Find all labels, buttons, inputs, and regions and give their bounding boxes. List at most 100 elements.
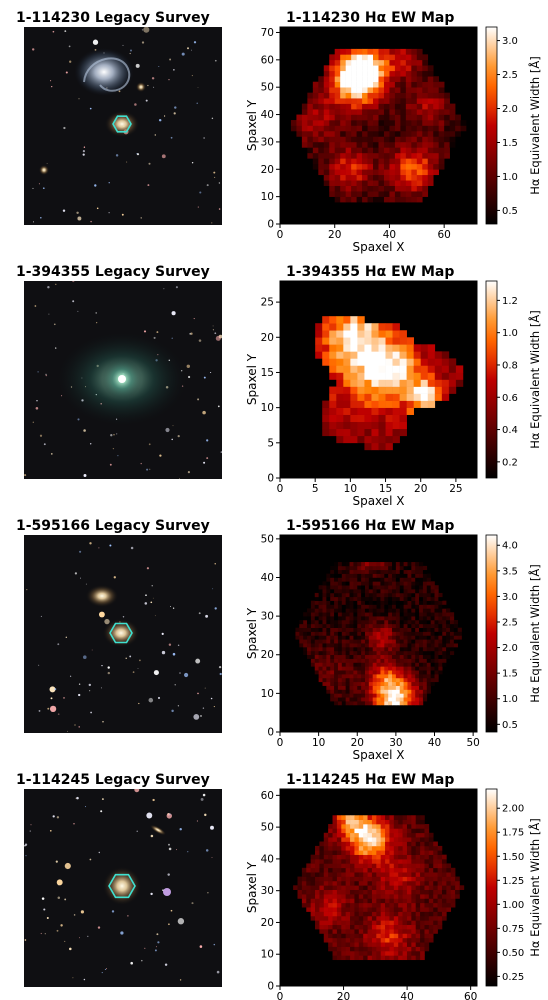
heatmap-cell [399, 674, 404, 679]
heatmap-cell [343, 344, 351, 352]
heatmap-cell [426, 616, 431, 621]
heatmap-cell [399, 577, 404, 582]
heatmap-cell [405, 114, 412, 121]
heatmap-cell [430, 619, 435, 625]
heatmap-cell [357, 581, 362, 586]
heatmap-cell [332, 845, 338, 851]
heatmap-cell [330, 569, 335, 574]
heatmap-cell [444, 114, 450, 121]
heatmap-cell [392, 697, 397, 702]
heatmap-cell [312, 136, 319, 143]
heatmap-cell [384, 662, 389, 667]
heatmap-cell [363, 889, 368, 895]
heatmap-cell [336, 841, 342, 847]
heatmap-cell [457, 635, 462, 640]
heatmap-cell [407, 677, 412, 683]
heatmap-cell [389, 163, 396, 170]
heatmap-cell [380, 915, 386, 921]
heatmap-cell [328, 837, 333, 842]
star-dot [53, 323, 56, 326]
heatmap-cell [385, 841, 390, 847]
heatmap-cell [389, 832, 395, 838]
heatmap-cell [416, 185, 423, 192]
heatmap-cell [328, 937, 333, 943]
heatmap-cell [329, 323, 337, 331]
star-dot [111, 910, 115, 913]
heatmap-cell [318, 136, 325, 143]
heatmap-cell [437, 924, 443, 930]
heatmap-cell [415, 828, 421, 834]
heatmap-cell [406, 933, 412, 939]
star-dot [41, 897, 45, 900]
heatmap-cell [389, 180, 396, 186]
heatmap-cell [334, 689, 339, 694]
heatmap-cell [326, 596, 331, 601]
heatmap-cell [449, 643, 455, 648]
star-dot [216, 970, 220, 974]
heatmap-cell [419, 689, 424, 694]
heatmap-cell [420, 876, 425, 882]
heatmap-cell [405, 180, 412, 186]
heatmap-cell [310, 654, 316, 659]
heatmap-cell [380, 677, 385, 683]
heatmap-cell [424, 880, 430, 886]
heatmap-cell [345, 592, 350, 598]
heatmap-cell [364, 386, 372, 394]
y-tick-label: 0 [267, 727, 274, 739]
heatmap-cell [398, 867, 403, 873]
x-tick-label: 0 [277, 737, 284, 749]
heatmap-cell [361, 577, 366, 582]
heatmap-cell [318, 674, 323, 679]
heatmap-cell [393, 854, 399, 860]
heatmap-cell [394, 125, 401, 132]
heatmap-cell [415, 650, 420, 656]
heatmap-cell [345, 619, 350, 625]
heatmap-cell [337, 650, 343, 656]
heatmap-cell [400, 152, 407, 159]
heatmap-cell [332, 880, 338, 886]
heatmap-cell [340, 92, 346, 99]
heatmap-cell [385, 937, 390, 943]
heatmap-cell [361, 616, 366, 621]
heatmap-cell [364, 654, 370, 659]
heatmap-cell [424, 859, 430, 864]
heatmap-cell [407, 604, 412, 609]
heatmap-cell [350, 344, 358, 352]
heatmap-cell [323, 898, 329, 904]
heatmap-cell [388, 670, 393, 675]
heatmap-cell [384, 589, 389, 594]
star-dot [148, 162, 151, 165]
heatmap-cell [420, 955, 425, 961]
heatmap-cell [357, 365, 365, 373]
heatmap-cell [328, 828, 333, 834]
heatmap-cell [323, 863, 329, 869]
heatmap-cell [380, 592, 385, 598]
heatmap-cell [402, 902, 408, 908]
heatmap-cell [337, 627, 343, 632]
heatmap-cell [310, 880, 316, 886]
heatmap-cell [328, 933, 333, 939]
heatmap-cell [419, 592, 424, 598]
heatmap-cell [322, 414, 330, 423]
heatmap-cell [345, 147, 352, 154]
heatmap-cell [419, 658, 424, 663]
heatmap-cell [371, 872, 377, 877]
heatmap-cell [353, 654, 358, 659]
heatmap-cell [438, 619, 443, 625]
heatmap-cell [345, 662, 350, 667]
heatmap-cell [367, 87, 374, 93]
heatmap-cell [358, 942, 364, 947]
heatmap-cell [380, 639, 385, 644]
heatmap-cell [315, 330, 323, 338]
x-tick-label: 60 [437, 229, 450, 241]
heatmap-cell [318, 585, 323, 590]
heatmap-cell [422, 120, 429, 126]
heatmap-cell [385, 859, 390, 864]
heatmap-cell [343, 379, 351, 387]
star-dot [35, 407, 39, 410]
heatmap-cell [399, 407, 407, 415]
heatmap-cell [315, 845, 320, 851]
heatmap-cell [405, 158, 412, 165]
heatmap-cell [318, 623, 323, 628]
heatmap-cell [424, 872, 430, 877]
